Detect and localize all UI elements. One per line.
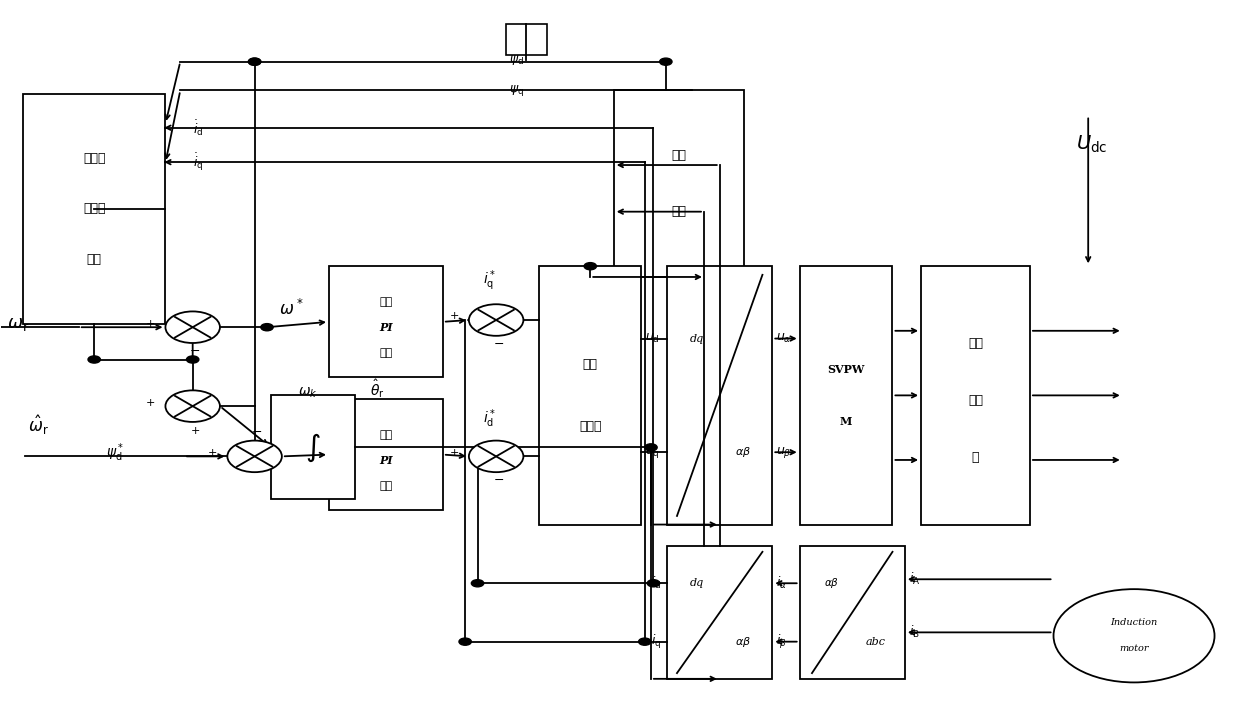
Text: 率转速: 率转速 [83, 202, 105, 215]
Text: −: − [494, 338, 503, 351]
Text: 三相: 三相 [968, 337, 983, 350]
Circle shape [1054, 589, 1214, 682]
Text: 控制: 控制 [379, 481, 393, 491]
Bar [506, 24, 547, 55]
Text: −: − [190, 345, 201, 358]
Text: $u_{\rm d}$: $u_{\rm d}$ [645, 332, 660, 345]
Text: $\alpha\beta$: $\alpha\beta$ [735, 445, 751, 459]
Circle shape [459, 638, 471, 645]
Text: $\dot{i}_{\rm q}$: $\dot{i}_{\rm q}$ [192, 152, 203, 173]
Text: $i_{\rm d}$: $i_{\rm d}$ [651, 575, 661, 591]
Text: 观测: 观测 [671, 205, 686, 218]
Circle shape [660, 58, 672, 65]
Text: $i_{\rm B}$: $i_{\rm B}$ [909, 624, 919, 641]
Text: −: − [494, 475, 503, 487]
Text: +: + [146, 319, 155, 329]
Circle shape [165, 390, 219, 422]
Text: 控制: 控制 [379, 348, 393, 358]
Text: +: + [146, 398, 155, 408]
Circle shape [469, 441, 523, 472]
Bar [614, 91, 744, 277]
Text: motor: motor [1120, 644, 1148, 653]
Text: +: + [449, 448, 459, 458]
Text: 逆变: 逆变 [968, 394, 983, 407]
Text: −: − [252, 426, 263, 439]
Text: $\psi_{\rm q}$: $\psi_{\rm q}$ [508, 83, 523, 98]
Text: +: + [191, 426, 200, 436]
Bar [667, 266, 773, 525]
Text: dq: dq [689, 578, 703, 588]
Bar [921, 266, 1030, 525]
Text: abc: abc [866, 636, 885, 646]
Bar [24, 94, 165, 324]
Circle shape [647, 580, 660, 587]
Text: 转速: 转速 [379, 297, 393, 307]
Bar [800, 266, 893, 525]
Bar [329, 399, 443, 510]
Circle shape [248, 58, 260, 65]
Text: +: + [208, 448, 217, 458]
Bar [329, 266, 443, 377]
Text: $U_{\rm dc}$: $U_{\rm dc}$ [1076, 134, 1107, 155]
Text: 辨识: 辨识 [87, 253, 102, 266]
Circle shape [165, 311, 219, 343]
Text: $\alpha\beta$: $\alpha\beta$ [823, 576, 838, 590]
Text: 磁链: 磁链 [379, 429, 393, 439]
Text: $\alpha\beta$: $\alpha\beta$ [735, 635, 751, 649]
Circle shape [584, 262, 596, 270]
Circle shape [639, 638, 651, 645]
Text: 控制器: 控制器 [579, 420, 601, 433]
Text: $u_{\alpha}$: $u_{\alpha}$ [776, 332, 791, 345]
Text: $u_{\beta}$: $u_{\beta}$ [776, 445, 791, 459]
Circle shape [260, 324, 273, 331]
Text: $i_{\rm q}$: $i_{\rm q}$ [651, 633, 661, 651]
Bar [539, 266, 641, 525]
Text: $i_{\rm d}^*$: $i_{\rm d}^*$ [484, 407, 496, 430]
Text: PI: PI [379, 322, 393, 333]
Text: 磁链: 磁链 [671, 150, 686, 162]
Circle shape [186, 356, 198, 363]
Text: $\hat{\theta}_{\rm r}$: $\hat{\theta}_{\rm r}$ [370, 377, 384, 400]
Text: $i_{\beta}$: $i_{\beta}$ [776, 633, 787, 651]
Circle shape [227, 441, 281, 472]
Circle shape [469, 304, 523, 336]
Text: M: M [839, 416, 852, 426]
Text: $\omega_k$: $\omega_k$ [298, 386, 317, 400]
Text: $\int$: $\int$ [305, 431, 321, 464]
Text: $\omega_{\rm r}$: $\omega_{\rm r}$ [7, 315, 30, 333]
Text: $\omega^*$: $\omega^*$ [279, 298, 304, 319]
Text: $\psi_{\rm d}$: $\psi_{\rm d}$ [508, 52, 523, 67]
Text: SVPW: SVPW [827, 364, 864, 375]
Text: $\hat{\omega}_{\rm r}$: $\hat{\omega}_{\rm r}$ [29, 413, 48, 437]
Text: $\psi_{\rm d}^*$: $\psi_{\rm d}^*$ [105, 441, 124, 464]
Text: $u_{\rm q}$: $u_{\rm q}$ [645, 445, 660, 459]
Circle shape [645, 444, 657, 451]
Text: +: + [449, 311, 459, 321]
Circle shape [88, 356, 100, 363]
Text: $\dot{i}_{\rm d}$: $\dot{i}_{\rm d}$ [192, 118, 203, 137]
Text: 器: 器 [972, 451, 980, 464]
Text: 电流: 电流 [583, 358, 598, 371]
Bar [667, 546, 773, 679]
Bar [800, 546, 905, 679]
Text: $i_{\alpha}$: $i_{\alpha}$ [776, 575, 787, 591]
Text: 自适应: 自适应 [83, 152, 105, 165]
Text: $i_{\rm A}$: $i_{\rm A}$ [909, 571, 920, 587]
Circle shape [471, 580, 484, 587]
Circle shape [248, 58, 260, 65]
Text: Induction: Induction [1110, 618, 1158, 628]
Bar [270, 395, 355, 500]
Text: dq: dq [689, 334, 703, 344]
Text: PI: PI [379, 454, 393, 466]
Text: $i_{\rm q}^*$: $i_{\rm q}^*$ [484, 269, 496, 293]
